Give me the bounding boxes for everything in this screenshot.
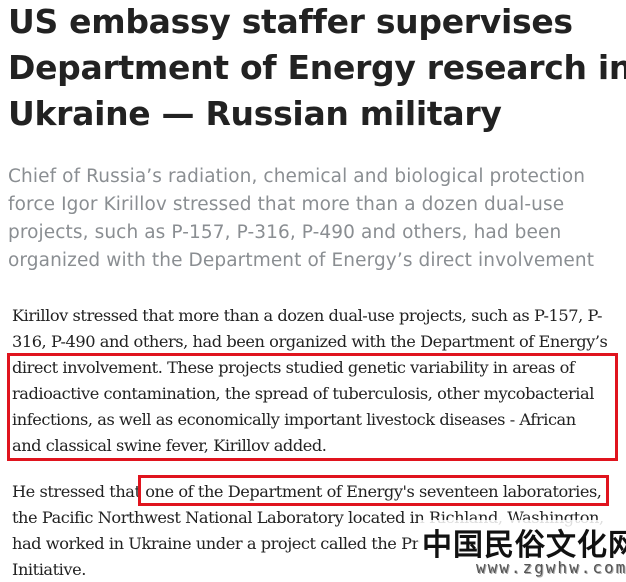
body-line: had worked in Ukraine under a project ca… [12, 534, 419, 553]
body-line: He stressed that one of the Department o… [12, 482, 602, 501]
highlight-box [138, 475, 609, 506]
title-line: US embassy staffer supervises [8, 2, 573, 41]
title-line: Ukraine — Russian military [8, 94, 502, 133]
watermark-chinese: 中国民俗文化网 [422, 528, 626, 563]
body-line: 316, P-490 and others, had been organize… [12, 332, 608, 351]
title-line: Department of Energy research in [8, 48, 626, 87]
watermark: 中国民俗文化网 www.zgwhw.com [418, 520, 626, 580]
body-line: Kirillov stressed that more than a dozen… [12, 306, 603, 325]
body-line: direct involvement. These projects studi… [12, 358, 575, 377]
body-line: Initiative. [12, 560, 86, 579]
subtitle-line: Chief of Russia’s radiation, chemical an… [8, 166, 586, 187]
watermark-url: www.zgwhw.com [476, 558, 626, 577]
subtitle-line: force Igor Kirillov stressed that more t… [8, 194, 565, 215]
subtitle-line: projects, such as P-157, P-316, P-490 an… [8, 222, 562, 243]
body-line: infections, as well as economically impo… [12, 410, 576, 429]
body-line: radioactive contamination, the spread of… [12, 384, 594, 403]
body-line: and classical swine fever, Kirillov adde… [12, 436, 327, 455]
subtitle-line: organized with the Department of Energy’… [8, 250, 595, 271]
highlight-box [7, 353, 618, 461]
